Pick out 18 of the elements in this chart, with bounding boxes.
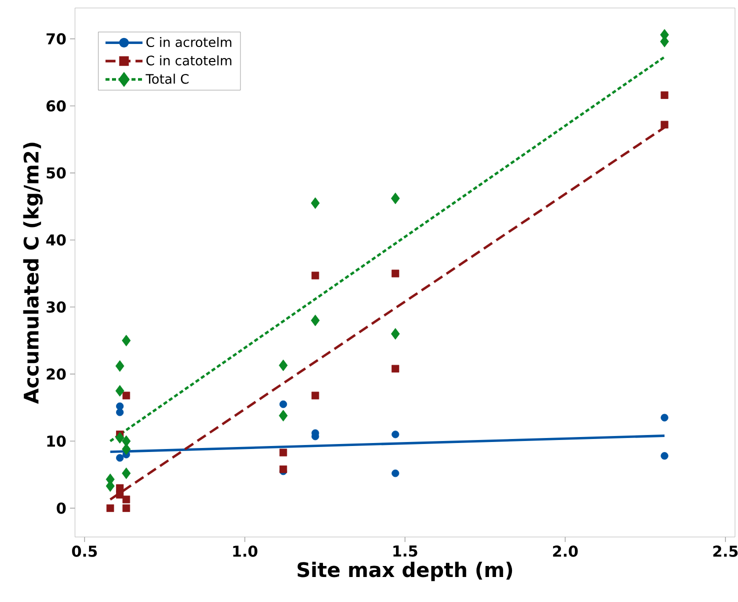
y-tick-label: 30 (46, 301, 66, 313)
x-tick-label: 1.5 (393, 546, 418, 557)
x-tick-label: 2.0 (553, 546, 578, 557)
legend-label: C in catotelm (146, 55, 232, 66)
y-tick-label: 20 (46, 368, 66, 380)
y-tick-label: 0 (56, 502, 66, 514)
legend-label: Total C (146, 74, 189, 84)
y-tick-label: 40 (46, 234, 66, 246)
x-tick-label: 0.5 (72, 546, 97, 557)
y-tick-label: 10 (47, 435, 66, 447)
legend-label: C in acrotelm (146, 36, 232, 48)
x-tick-label: 1.0 (233, 546, 258, 557)
y-tick-label: 60 (46, 100, 66, 112)
x-axis-title: Site max depth (m) (298, 562, 512, 582)
x-tick-label: 2.5 (713, 546, 738, 557)
y-tick-label: 70 (46, 33, 66, 45)
y-tick-label: 50 (46, 167, 66, 179)
y-axis-title: Accumulated C (kg/m2) (23, 142, 43, 404)
